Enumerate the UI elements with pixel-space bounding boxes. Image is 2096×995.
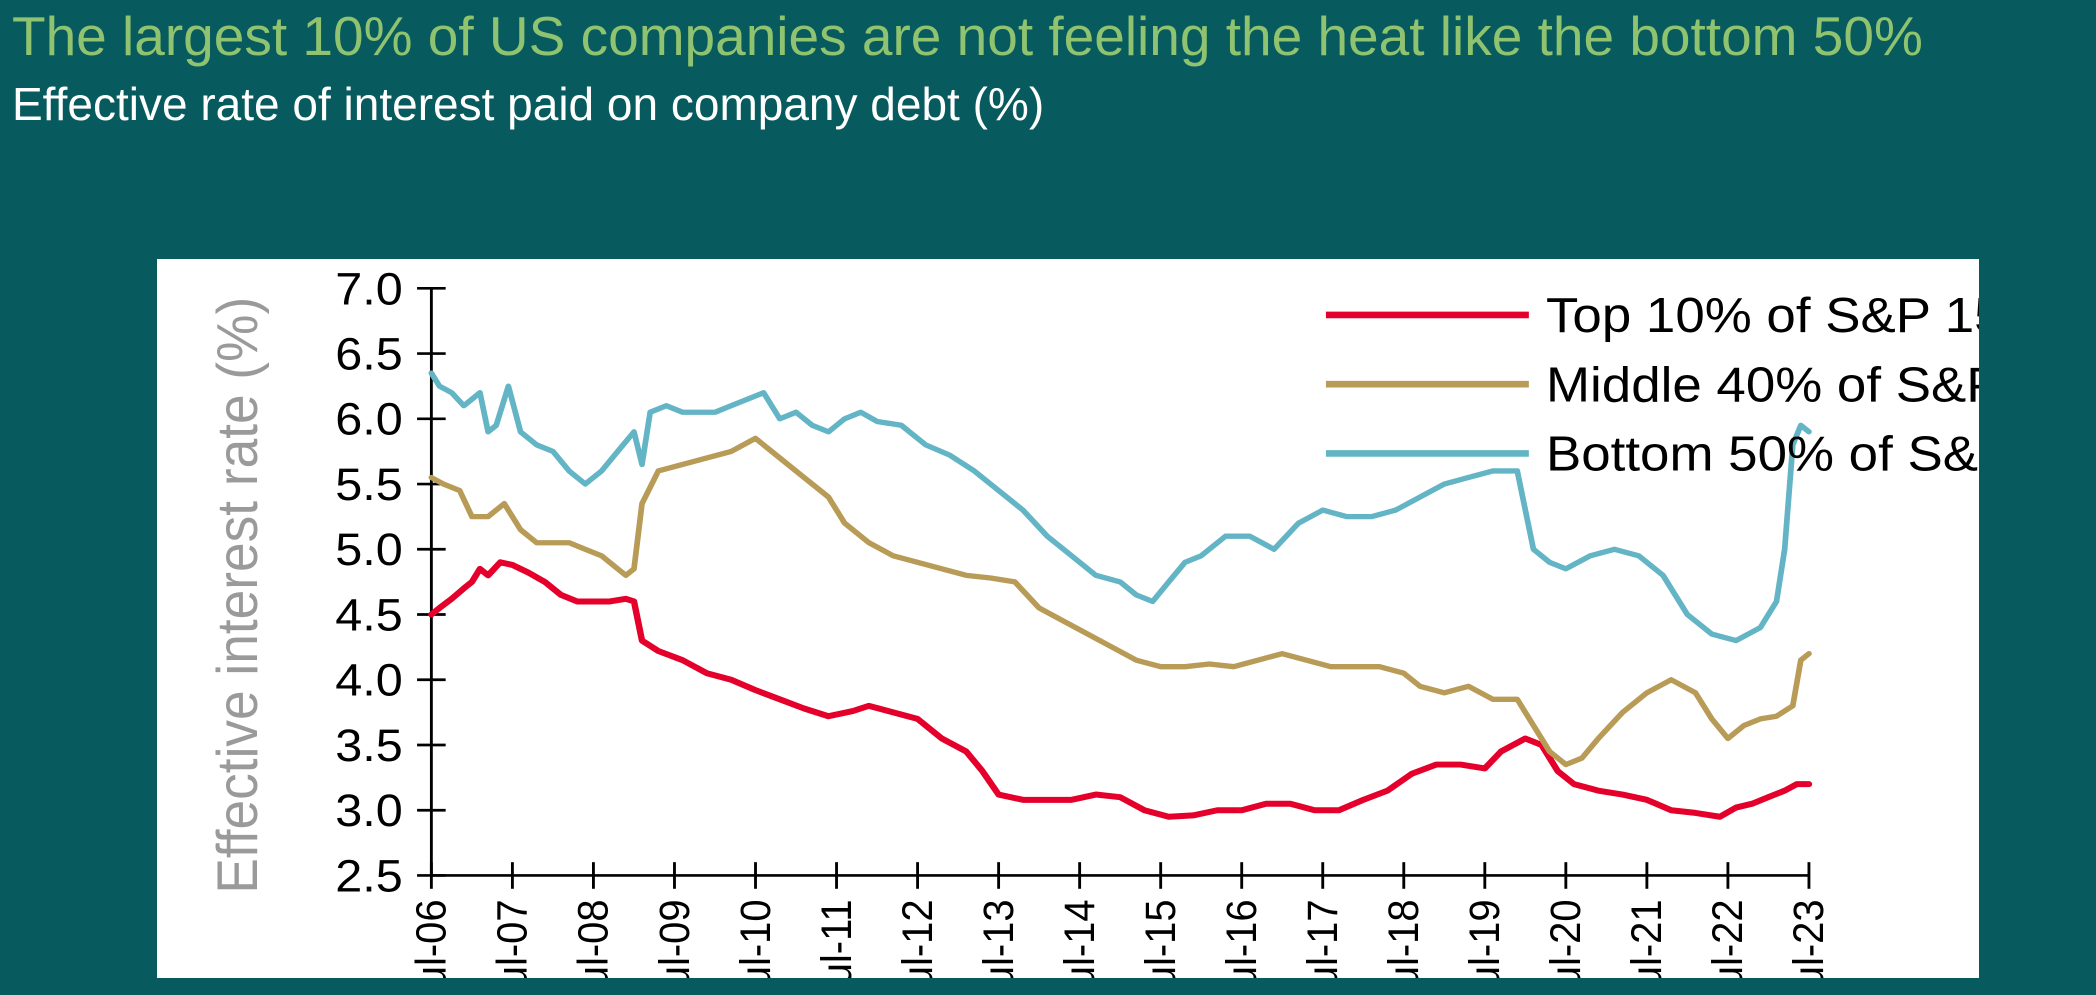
x-tick-label: Jul-23 [1784,899,1833,978]
y-tick-label: 3.0 [335,785,403,836]
y-tick-label: 7.0 [335,263,403,314]
legend-label-2: Middle 40% of S&P 1500 [1546,357,1979,412]
legend: Top 10% of S&P 1500 Middle 40% of S&P 150… [1325,288,1979,481]
legend-label-1: Top 10% of S&P 1500 [1546,288,1979,343]
y-tick-label: 6.0 [335,393,403,444]
y-tick-label: 5.0 [335,524,403,575]
legend-label-3: Bottom 50% of S&P 1500 [1546,426,1979,481]
slide-subheadline: Effective rate of interest paid on compa… [12,78,1045,130]
x-tick-label: Jul-11 [812,899,861,978]
x-tick-label: Jul-13 [974,899,1023,978]
series-line-3 [428,370,1812,644]
y-axis-label: Effective interest rate (%) [205,297,269,894]
x-tick-label: Jul-12 [893,899,942,978]
chart-panel: 7.0 6.5 6.0 5.5 5.0 4.5 4.0 3.5 3.0 2.5 Jul-06 Jul… [157,259,1979,978]
x-tick-label: Jul-14 [1055,899,1104,978]
x-tick-label: Jul-06 [406,899,455,978]
x-tick-label: Jul-19 [1460,899,1509,978]
x-tick-label: Jul-17 [1298,899,1347,978]
x-tick-label: Jul-10 [730,899,779,978]
y-tick-label: 4.5 [335,589,403,640]
x-tick-label: Jul-09 [649,899,698,978]
y-axis: 7.0 6.5 6.0 5.5 5.0 4.5 4.0 3.5 3.0 2.5 [335,263,446,901]
x-tick-label: Jul-22 [1703,899,1752,978]
y-tick-label: 2.5 [335,850,403,901]
x-tick-label: Jul-15 [1136,899,1185,978]
x-tick-label: Jul-18 [1379,899,1428,978]
x-tick-label: Jul-21 [1622,899,1671,978]
y-tick-label: 5.5 [335,459,403,510]
line-chart: 7.06.56.05.55.04.54.03.53.02.5 Jul-06 Jul… [205,263,1979,978]
series-line-2 [428,435,1812,768]
x-tick-label: Jul-08 [568,899,617,978]
x-tick-label: Jul-20 [1541,899,1590,978]
x-axis: Jul-06 Jul-07 Jul-08 Jul-09 Jul-10 Jul-11 Jul-… [406,862,1833,978]
series-line-1 [428,559,1813,820]
x-tick-label: Jul-07 [487,899,536,978]
y-tick-label: 3.5 [335,720,403,771]
y-tick-label: 6.5 [335,328,403,379]
series-lines [428,370,1813,820]
y-tick-label: 4.0 [335,654,403,705]
x-tick-label: Jul-16 [1217,899,1266,978]
slide-headline: The largest 10% of US companies are not … [12,5,1923,67]
